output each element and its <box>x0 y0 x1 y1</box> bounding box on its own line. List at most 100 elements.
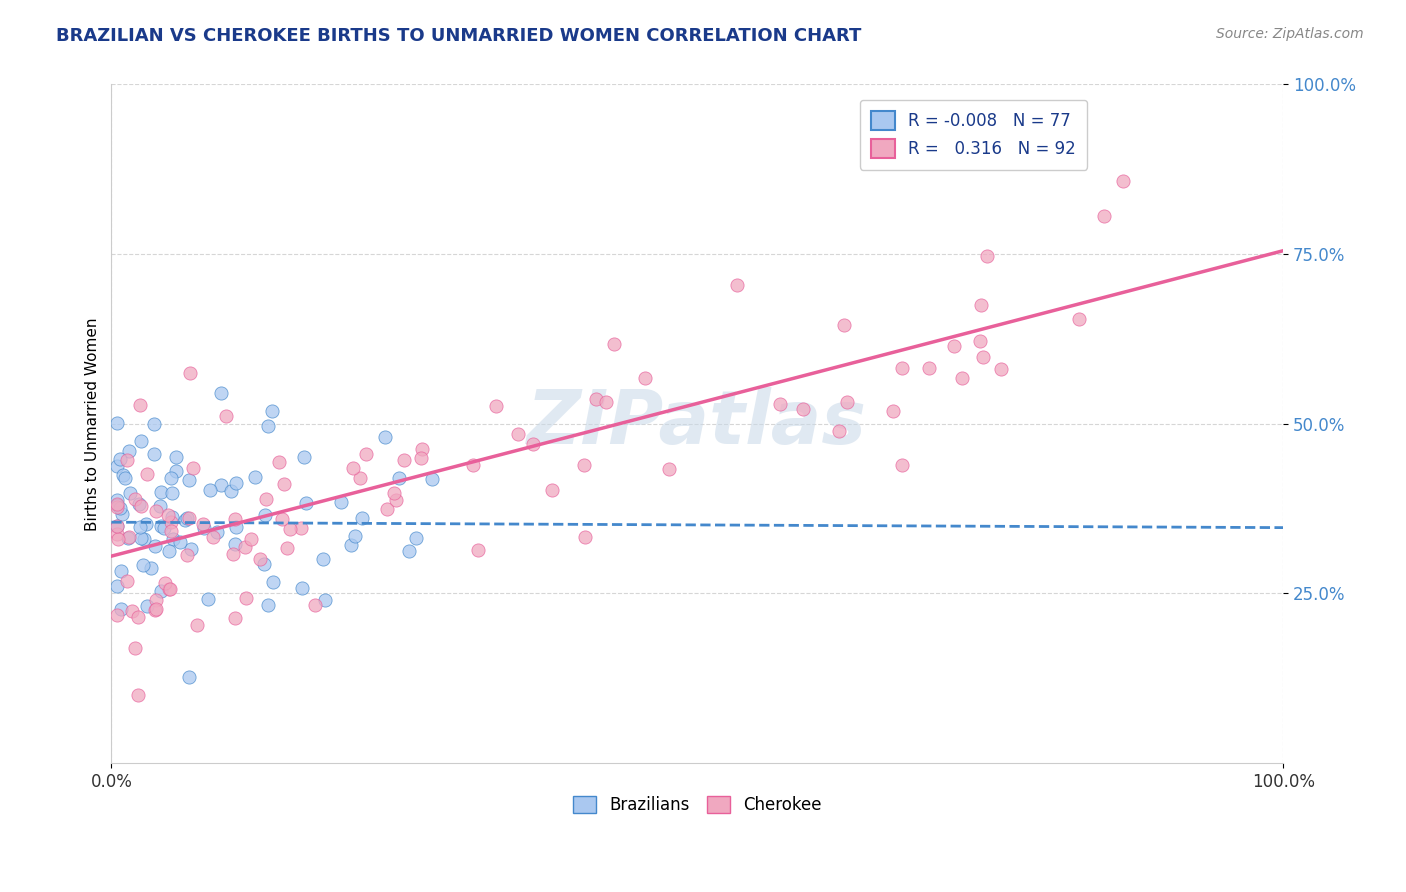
Point <box>117 532 139 546</box>
Point <box>124 491 146 506</box>
Point <box>118 443 141 458</box>
Point <box>290 521 312 535</box>
Point <box>522 436 544 450</box>
Point <box>882 404 904 418</box>
Point <box>398 544 420 558</box>
Point <box>249 551 271 566</box>
Point <box>160 510 183 524</box>
Point <box>105 458 128 473</box>
Point <box>891 458 914 473</box>
Point <box>176 548 198 562</box>
Point <box>105 579 128 593</box>
Point <box>209 478 232 492</box>
Point <box>201 530 224 544</box>
Point <box>891 361 914 376</box>
Point <box>142 417 165 432</box>
Point <box>110 602 132 616</box>
Point <box>135 516 157 531</box>
Point <box>769 397 792 411</box>
Point <box>114 471 136 485</box>
Point <box>595 394 617 409</box>
Point <box>273 476 295 491</box>
Point <box>792 402 814 417</box>
Point <box>121 604 143 618</box>
Point <box>463 458 485 472</box>
Legend: Brazilians, Cherokee: Brazilians, Cherokee <box>564 788 830 822</box>
Point <box>950 371 973 385</box>
Point <box>105 519 128 533</box>
Text: Source: ZipAtlas.com: Source: ZipAtlas.com <box>1216 27 1364 41</box>
Point <box>209 385 232 400</box>
Point <box>388 471 411 485</box>
Point <box>149 499 172 513</box>
Point <box>108 452 131 467</box>
Point <box>276 541 298 555</box>
Point <box>142 447 165 461</box>
Point <box>354 448 377 462</box>
Point <box>1112 174 1135 188</box>
Point <box>329 495 352 509</box>
Point <box>129 398 152 412</box>
Point <box>150 518 173 533</box>
Point <box>162 532 184 546</box>
Point <box>340 538 363 552</box>
Point <box>186 617 208 632</box>
Point <box>1067 311 1090 326</box>
Point <box>240 532 263 546</box>
Point <box>129 499 152 513</box>
Point <box>467 543 489 558</box>
Point <box>135 467 157 482</box>
Point <box>173 513 195 527</box>
Point <box>972 350 994 364</box>
Point <box>128 497 150 511</box>
Text: ZIPatlas: ZIPatlas <box>527 387 868 460</box>
Point <box>411 442 433 457</box>
Point <box>540 483 562 497</box>
Point <box>143 603 166 617</box>
Point <box>832 318 855 332</box>
Point <box>107 532 129 546</box>
Point <box>105 492 128 507</box>
Point <box>374 429 396 443</box>
Point <box>193 521 215 535</box>
Point <box>969 298 991 312</box>
Point <box>145 602 167 616</box>
Point <box>221 547 243 561</box>
Point <box>176 511 198 525</box>
Point <box>162 486 184 500</box>
Point <box>179 473 201 487</box>
Point <box>918 360 941 375</box>
Point <box>942 339 965 353</box>
Point <box>145 504 167 518</box>
Point <box>169 535 191 549</box>
Point <box>585 392 607 406</box>
Point <box>159 515 181 529</box>
Point <box>405 531 427 545</box>
Point <box>990 362 1012 376</box>
Point <box>257 598 280 612</box>
Point <box>105 498 128 512</box>
Point <box>197 592 219 607</box>
Point <box>105 497 128 511</box>
Point <box>105 607 128 622</box>
Point <box>835 394 858 409</box>
Point <box>150 584 173 599</box>
Point <box>115 453 138 467</box>
Point <box>150 485 173 500</box>
Point <box>352 511 374 525</box>
Point <box>145 539 167 553</box>
Point <box>260 404 283 418</box>
Point <box>129 434 152 448</box>
Point <box>262 574 284 589</box>
Point <box>375 501 398 516</box>
Point <box>344 529 367 543</box>
Point <box>145 593 167 607</box>
Point <box>235 591 257 605</box>
Point <box>117 530 139 544</box>
Point <box>253 557 276 571</box>
Point <box>294 496 316 510</box>
Point <box>292 450 315 464</box>
Point <box>179 670 201 684</box>
Point <box>111 468 134 483</box>
Point <box>108 500 131 515</box>
